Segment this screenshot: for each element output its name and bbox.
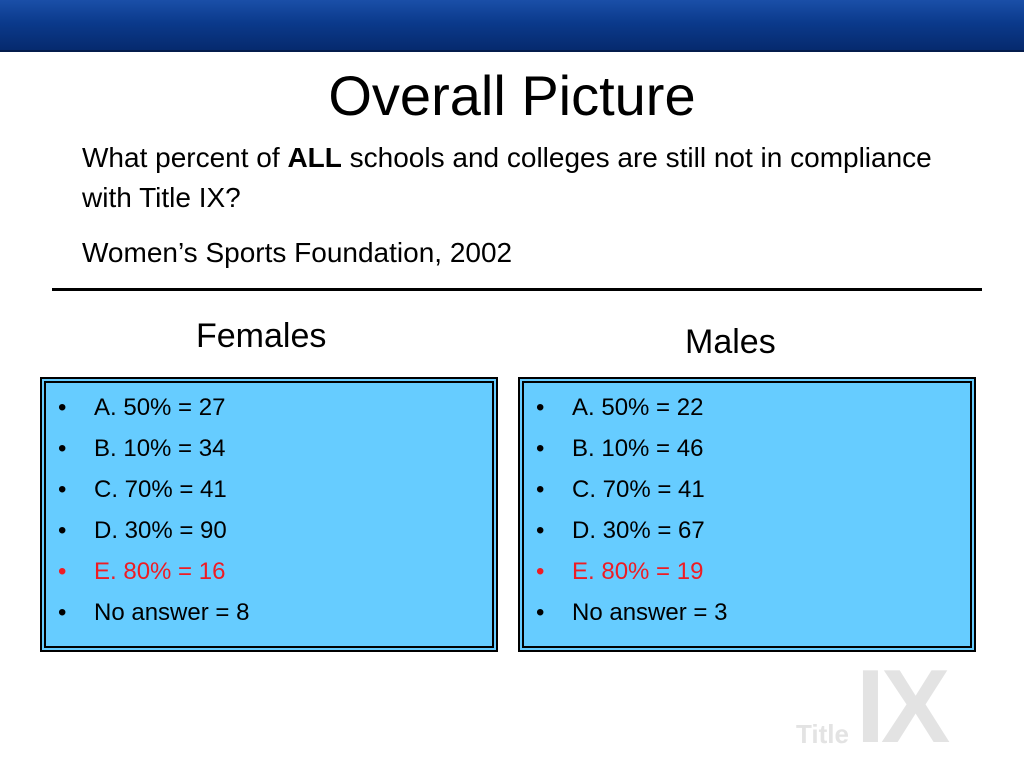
list-item: • No answer = 3	[536, 592, 727, 633]
result-text: B. 10% = 46	[572, 435, 704, 462]
list-item-highlighted: • E. 80% = 19	[536, 551, 727, 592]
divider-line	[52, 288, 982, 291]
result-text: B. 10% = 34	[94, 435, 226, 462]
bullet-icon: •	[58, 558, 67, 585]
females-results-panel: • A. 50% = 27 • B. 10% = 34 • C. 70% = 41 •…	[40, 377, 498, 652]
question-text: What percent of ALL schools and colleges…	[82, 138, 982, 218]
list-item: • C. 70% = 41	[58, 469, 249, 510]
bullet-icon: •	[58, 476, 67, 503]
list-item: • No answer = 8	[58, 592, 249, 633]
result-text: C. 70% = 41	[94, 476, 227, 503]
bullet-icon: •	[58, 599, 67, 626]
bullet-icon: •	[536, 599, 545, 626]
list-item: • C. 70% = 41	[536, 469, 727, 510]
list-item-highlighted: • E. 80% = 16	[58, 551, 249, 592]
result-text: E. 80% = 19	[572, 558, 704, 585]
slide-title: Overall Picture	[328, 64, 696, 127]
males-heading: Males	[685, 323, 776, 361]
females-results-list: • A. 50% = 27 • B. 10% = 34 • C. 70% = 41 •…	[58, 387, 249, 633]
males-results-list: • A. 50% = 22 • B. 10% = 46 • C. 70% = 41 •…	[536, 387, 727, 633]
bullet-icon: •	[58, 394, 67, 421]
result-text: A. 50% = 27	[94, 394, 226, 421]
question-bold: ALL	[287, 142, 342, 173]
list-item: • A. 50% = 22	[536, 387, 727, 428]
result-text: E. 80% = 16	[94, 558, 226, 585]
list-item: • B. 10% = 34	[58, 428, 249, 469]
result-text: D. 30% = 67	[572, 517, 705, 544]
bullet-icon: •	[536, 394, 545, 421]
bullet-icon: •	[536, 558, 545, 585]
logo-small-text: Title	[796, 719, 849, 749]
header-bar	[0, 0, 1024, 52]
males-results-panel: • A. 50% = 22 • B. 10% = 46 • C. 70% = 41 •…	[518, 377, 976, 652]
list-item: • D. 30% = 67	[536, 510, 727, 551]
result-text: No answer = 8	[94, 599, 250, 626]
result-text: D. 30% = 90	[94, 517, 227, 544]
bullet-icon: •	[536, 435, 545, 462]
title-ix-logo: Title IX	[796, 649, 966, 765]
bullet-icon: •	[536, 517, 545, 544]
result-text: No answer = 3	[572, 599, 728, 626]
list-item: • A. 50% = 27	[58, 387, 249, 428]
question-suffix: schools and colleges are still not in co…	[82, 142, 932, 213]
bullet-icon: •	[58, 435, 67, 462]
result-text: A. 50% = 22	[572, 394, 704, 421]
females-heading: Females	[196, 317, 327, 355]
result-text: C. 70% = 41	[572, 476, 705, 503]
question-prefix: What percent of	[82, 142, 288, 173]
list-item: • B. 10% = 46	[536, 428, 727, 469]
bullet-icon: •	[58, 517, 67, 544]
logo-big-text: IX	[856, 649, 950, 765]
source-citation: Women’s Sports Foundation, 2002	[82, 237, 513, 268]
bullet-icon: •	[536, 476, 545, 503]
list-item: • D. 30% = 90	[58, 510, 249, 551]
